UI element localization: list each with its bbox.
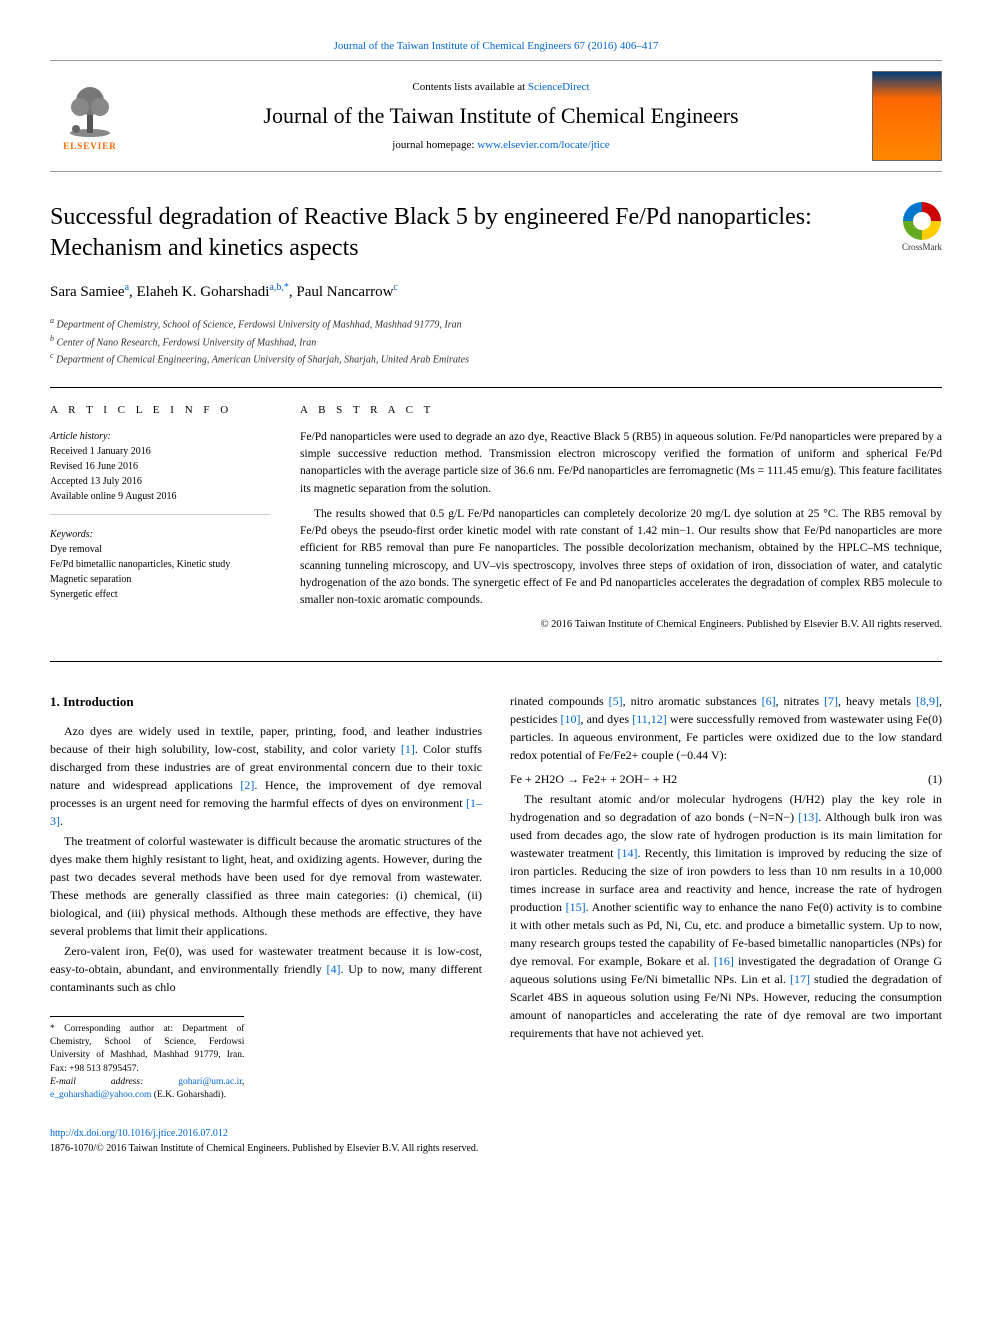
body-p5: The resultant atomic and/or molecular hy… (510, 790, 942, 1042)
journal-title: Journal of the Taiwan Institute of Chemi… (145, 103, 857, 129)
history-received: Received 1 January 2016 (50, 444, 270, 459)
email-2[interactable]: e_goharshadi@yahoo.com (50, 1090, 151, 1100)
author-3: Paul Nancarrowc (296, 284, 398, 300)
body-p1: Azo dyes are widely used in textile, pap… (50, 722, 482, 830)
abstract-p2: The results showed that 0.5 g/L Fe/Pd na… (300, 506, 942, 610)
ref-1[interactable]: [1] (401, 742, 415, 756)
history-label: Article history: (50, 429, 270, 444)
crossmark-label: CrossMark (902, 242, 942, 252)
section-heading-introduction: 1. Introduction (50, 692, 482, 712)
keyword-2: Fe/Pd bimetallic nanoparticles, Kinetic … (50, 557, 270, 572)
ref-5[interactable]: [5] (609, 694, 623, 708)
abstract-p1: Fe/Pd nanoparticles were used to degrade… (300, 429, 942, 498)
article-info-heading: A R T I C L E I N F O (50, 402, 270, 419)
ref-13[interactable]: [13] (798, 810, 818, 824)
equation-body: Fe + 2H2O → Fe2+ + 2OH− + H2 (510, 770, 677, 788)
abstract: A B S T R A C T Fe/Pd nanoparticles were… (300, 402, 942, 641)
equation-number: (1) (928, 770, 942, 788)
body-p3: Zero-valent iron, Fe(0), was used for wa… (50, 942, 482, 996)
running-head-link[interactable]: Journal of the Taiwan Institute of Chemi… (334, 40, 659, 52)
contents-available: Contents lists available at ScienceDirec… (145, 81, 857, 93)
ref-15[interactable]: [15] (566, 900, 586, 914)
ref-10[interactable]: [10] (560, 712, 580, 726)
corresponding-text: * Corresponding author at: Department of… (50, 1023, 244, 1076)
abstract-copyright: © 2016 Taiwan Institute of Chemical Engi… (300, 617, 942, 633)
history-revised: Revised 16 June 2016 (50, 459, 270, 474)
keyword-4: Synergetic effect (50, 587, 270, 602)
homepage-line: journal homepage: www.elsevier.com/locat… (145, 139, 857, 151)
keyword-1: Dye removal (50, 542, 270, 557)
history-online: Available online 9 August 2016 (50, 489, 270, 504)
divider (50, 387, 942, 388)
body-p2: The treatment of colorful wastewater is … (50, 832, 482, 940)
sciencedirect-link[interactable]: ScienceDirect (528, 81, 590, 93)
publisher-logo: ELSEVIER (50, 81, 130, 151)
ref-14[interactable]: [14] (618, 846, 638, 860)
ref-4[interactable]: [4] (326, 962, 340, 976)
homepage-link[interactable]: www.elsevier.com/locate/jtice (477, 139, 609, 151)
publisher-name: ELSEVIER (63, 141, 117, 151)
ref-2[interactable]: [2] (240, 778, 254, 792)
equation-1: Fe + 2H2O → Fe2+ + 2OH− + H2 (1) (510, 770, 942, 788)
affiliations: a Department of Chemistry, School of Sci… (50, 315, 942, 367)
crossmark-icon (903, 202, 941, 240)
email-line: E-mail address: gohari@um.ac.ir, e_gohar… (50, 1076, 244, 1103)
article-body: 1. Introduction Azo dyes are widely used… (50, 692, 942, 1102)
ref-6[interactable]: [6] (762, 694, 776, 708)
divider (50, 661, 942, 662)
body-p4: rinated compounds [5], nitro aromatic su… (510, 692, 942, 764)
contents-prefix: Contents lists available at (412, 81, 527, 93)
ref-16[interactable]: [16] (714, 954, 734, 968)
affiliation-b: b Center of Nano Research, Ferdowsi Univ… (50, 333, 942, 350)
page-footer: http://dx.doi.org/10.1016/j.jtice.2016.0… (50, 1126, 942, 1156)
author-list: Sara Samieea, Elaheh K. Goharshadia,b,*,… (50, 282, 942, 301)
email-1[interactable]: gohari@um.ac.ir (178, 1077, 242, 1087)
affiliation-a: a Department of Chemistry, School of Sci… (50, 315, 942, 332)
author-2: Elaheh K. Goharshadia,b,* (137, 284, 289, 300)
issn-copyright: 1876-1070/© 2016 Taiwan Institute of Che… (50, 1141, 942, 1156)
elsevier-tree-icon (60, 81, 120, 141)
ref-7[interactable]: [7] (824, 694, 838, 708)
ref-8-9[interactable]: [8,9] (916, 694, 939, 708)
corresponding-footnote: * Corresponding author at: Department of… (50, 1016, 244, 1103)
affiliation-c: c Department of Chemical Engineering, Am… (50, 350, 942, 367)
keywords-label: Keywords: (50, 527, 270, 542)
author-1: Sara Samieea (50, 284, 129, 300)
article-info: A R T I C L E I N F O Article history: R… (50, 402, 270, 641)
journal-header: ELSEVIER Contents lists available at Sci… (50, 60, 942, 172)
running-head: Journal of the Taiwan Institute of Chemi… (50, 40, 942, 52)
homepage-prefix: journal homepage: (392, 139, 477, 151)
ref-17[interactable]: [17] (790, 972, 810, 986)
history-accepted: Accepted 13 July 2016 (50, 474, 270, 489)
journal-cover-thumbnail (872, 71, 942, 161)
crossmark-badge[interactable]: CrossMark (902, 202, 942, 252)
abstract-heading: A B S T R A C T (300, 402, 942, 419)
ref-11-12[interactable]: [11,12] (632, 712, 667, 726)
doi-link[interactable]: http://dx.doi.org/10.1016/j.jtice.2016.0… (50, 1128, 228, 1139)
article-title: Successful degradation of Reactive Black… (50, 202, 882, 264)
keyword-3: Magnetic separation (50, 572, 270, 587)
